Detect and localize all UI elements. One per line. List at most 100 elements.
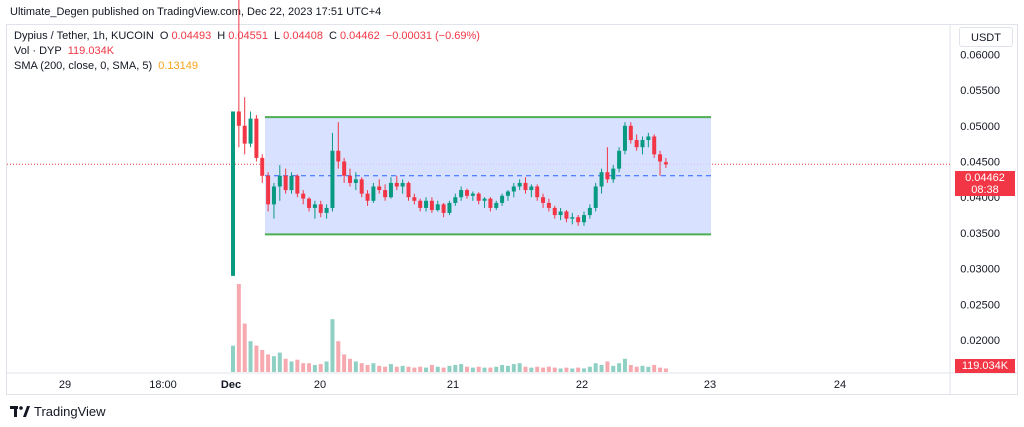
candle <box>541 193 546 208</box>
volume-bar <box>617 363 622 372</box>
volume-bar <box>359 363 364 372</box>
candle <box>634 134 639 151</box>
price-tick-label: 0.05000 <box>960 121 1000 133</box>
volume-bar <box>593 363 598 372</box>
candle <box>336 122 341 169</box>
volume-bar <box>242 323 247 372</box>
candle <box>488 197 493 212</box>
volume-bar <box>266 354 271 372</box>
price-tick-label: 0.05500 <box>960 85 1000 97</box>
volume-legend[interactable]: Vol · DYP 119.034K <box>14 45 117 57</box>
candle-body <box>552 207 557 216</box>
candle <box>342 157 347 183</box>
volume-bar <box>529 367 534 372</box>
candle <box>271 182 276 219</box>
candle <box>330 132 335 212</box>
current-price-tag: 0.04462 08:38 <box>955 171 1015 196</box>
candle <box>435 200 440 212</box>
candle-body <box>277 175 282 187</box>
candle-body <box>248 118 253 144</box>
currency-button[interactable]: USDT <box>959 27 1013 47</box>
low-value: 0.04408 <box>283 30 323 42</box>
volume-bar <box>447 365 452 372</box>
candle <box>611 165 616 183</box>
volume-bar <box>622 358 627 372</box>
volume-bar <box>260 350 265 372</box>
volume-bar <box>605 361 610 372</box>
volume-bar <box>535 366 540 372</box>
sma-label: SMA (200, close, 0, SMA, 5) <box>14 60 153 72</box>
price-tick-label: 0.06000 <box>960 49 1000 61</box>
volume-bar <box>476 366 481 372</box>
candle <box>658 150 663 176</box>
close-label: C <box>329 30 337 42</box>
candle-body <box>271 186 276 205</box>
candle <box>453 193 458 206</box>
volume-bar <box>424 367 429 372</box>
volume-bar <box>582 368 586 372</box>
candle-body <box>295 175 300 194</box>
candle-body <box>605 172 610 180</box>
price-tick-label: 0.02000 <box>960 335 1000 347</box>
volume-bar <box>283 358 288 372</box>
volume-bar <box>505 365 510 372</box>
sma-legend[interactable]: SMA (200, close, 0, SMA, 5) 0.13149 <box>14 60 201 72</box>
candle-body <box>435 204 440 211</box>
candle-body <box>342 161 347 176</box>
candle-body <box>488 198 493 208</box>
volume-bar <box>470 367 475 372</box>
candle-body <box>634 140 639 148</box>
volume-bar <box>652 364 657 372</box>
candle <box>570 212 575 225</box>
volume-bar <box>663 368 668 372</box>
time-tick-label: 22 <box>576 379 588 391</box>
candle-body <box>505 191 510 196</box>
candle-body <box>500 195 505 203</box>
volume-price-tag: 119.034K <box>955 359 1015 373</box>
volume-bar <box>517 363 522 372</box>
candle <box>266 172 271 212</box>
candle <box>307 197 312 212</box>
volume-bar <box>371 363 376 372</box>
symbol-title[interactable]: Dypius / Tether, 1h, KUCOIN <box>14 30 154 42</box>
volume-bar <box>418 366 423 372</box>
candle-body <box>617 150 622 169</box>
volume-bar <box>307 363 312 372</box>
candle <box>617 147 622 173</box>
candle-body <box>529 186 534 191</box>
volume-bar <box>231 345 235 372</box>
symbol-legend[interactable]: Dypius / Tether, 1h, KUCOIN O 0.04493 H 0.… <box>14 30 483 42</box>
candle <box>248 111 253 148</box>
candle-body <box>599 172 604 187</box>
candle <box>605 147 610 183</box>
volume-bar <box>248 341 253 372</box>
tradingview-logo[interactable]: TradingView <box>10 404 106 419</box>
sma-value: 0.13149 <box>158 60 198 72</box>
candle <box>301 190 306 205</box>
volume-bar <box>546 366 551 372</box>
candle-body <box>482 198 487 201</box>
candle <box>622 122 627 155</box>
candle-body <box>412 197 417 201</box>
candle <box>482 197 487 208</box>
tradingview-logo-text: TradingView <box>34 404 106 419</box>
volume-bar <box>552 367 557 372</box>
candle-body <box>564 211 569 219</box>
candle <box>582 211 586 226</box>
candle <box>576 215 581 226</box>
volume-bar <box>646 366 651 372</box>
current-price-value: 0.04462 <box>965 172 1005 184</box>
candle <box>348 168 352 187</box>
volume-bar <box>377 365 382 372</box>
candle-body <box>231 111 235 276</box>
candle <box>529 184 534 198</box>
volume-bar <box>429 364 434 372</box>
candle <box>511 182 516 198</box>
candle-body <box>312 204 317 208</box>
volume-bar <box>611 365 616 372</box>
candle-body <box>242 125 247 144</box>
candle <box>353 172 358 191</box>
candle-body <box>260 157 265 176</box>
candle <box>377 179 382 194</box>
